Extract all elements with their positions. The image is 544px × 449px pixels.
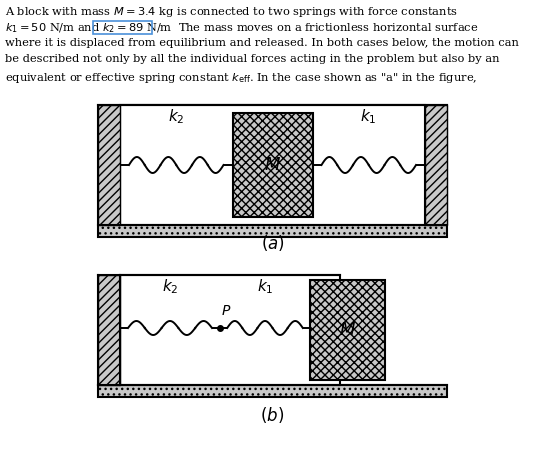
Text: $(a)$: $(a)$ bbox=[261, 233, 285, 253]
Bar bbox=[98, 385, 447, 397]
Text: $k_2$: $k_2$ bbox=[168, 107, 184, 126]
Bar bbox=[425, 105, 447, 225]
Bar bbox=[93, 21, 152, 34]
Text: $k_1$: $k_1$ bbox=[257, 277, 273, 296]
Text: $M$: $M$ bbox=[339, 321, 356, 339]
Bar bbox=[98, 275, 120, 385]
Bar bbox=[120, 105, 425, 225]
Text: where it is displaced from equilibrium and released. In both cases below, the mo: where it is displaced from equilibrium a… bbox=[5, 38, 519, 48]
Text: be described not only by all the individual forces acting in the problem but als: be described not only by all the individ… bbox=[5, 54, 499, 65]
Text: $k_2$: $k_2$ bbox=[162, 277, 178, 296]
Bar bbox=[98, 105, 447, 237]
Bar bbox=[232, 113, 312, 217]
Text: $k_1 = 50$ N/m and $k_2 = 89$ N/m  The mass moves on a frictionless horizontal s: $k_1 = 50$ N/m and $k_2 = 89$ N/m The ma… bbox=[5, 22, 478, 35]
Bar bbox=[310, 280, 385, 380]
Bar bbox=[120, 275, 340, 385]
Bar bbox=[98, 105, 120, 225]
Text: $k_1$: $k_1$ bbox=[361, 107, 377, 126]
Text: $P$: $P$ bbox=[221, 304, 231, 318]
Text: $(b)$: $(b)$ bbox=[261, 405, 285, 425]
Text: $M$: $M$ bbox=[264, 156, 281, 174]
Text: equivalent or effective spring constant $k_{\mathrm{eff}}$. In the case shown as: equivalent or effective spring constant … bbox=[5, 71, 477, 85]
Text: A block with mass $M = 3.4$ kg is connected to two springs with force constants: A block with mass $M = 3.4$ kg is connec… bbox=[5, 5, 458, 19]
